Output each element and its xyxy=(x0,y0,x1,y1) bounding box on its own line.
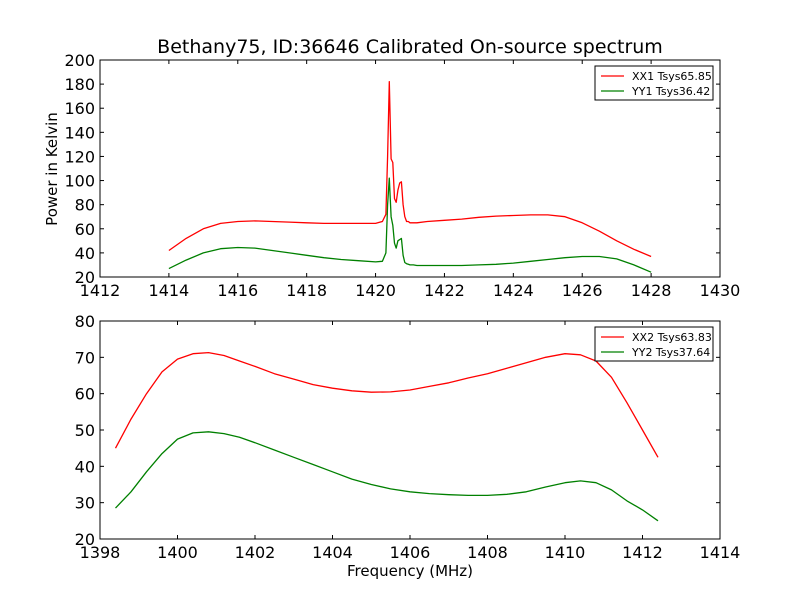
top-x-tick-label: 1430 xyxy=(700,281,741,300)
top-x-tick-label: 1420 xyxy=(355,281,396,300)
top-y-tick-label: 40 xyxy=(75,244,95,263)
top-y-tick-label: 140 xyxy=(64,123,95,142)
top-y-tick-label: 100 xyxy=(64,172,95,191)
top-x-tick-label: 1428 xyxy=(631,281,672,300)
top-x-tick-label: 1426 xyxy=(562,281,603,300)
bottom-legend-label: YY2 Tsys37.64 xyxy=(631,346,710,359)
bottom-y-tick-label: 30 xyxy=(75,494,95,513)
top-y-tick-label: 200 xyxy=(64,51,95,70)
top-x-tick-label: 1418 xyxy=(286,281,327,300)
top-series-line-2 xyxy=(168,177,652,273)
top-y-tick-label: 120 xyxy=(64,147,95,166)
x-axis-label: Frequency (MHz) xyxy=(347,562,473,580)
top-y-tick-label: 20 xyxy=(75,268,95,287)
bottom-legend: XX2 Tsys63.83 YY2 Tsys37.64 xyxy=(594,326,714,362)
bottom-y-tick-label: 70 xyxy=(75,348,95,367)
bottom-x-tick-label: 1402 xyxy=(235,543,276,562)
top-y-tick-label: 60 xyxy=(75,220,95,239)
bottom-y-tick-label: 50 xyxy=(75,421,95,440)
top-x-tick-label: 1412 xyxy=(80,281,121,300)
bottom-y-tick-label: 80 xyxy=(75,312,95,331)
top-subplot: 1412 1414 1416 1418 1420 1422 1424 1426 1428 1430… xyxy=(64,51,740,300)
bottom-x-tick-label: 1400 xyxy=(157,543,198,562)
bottom-x-tick-label: 1410 xyxy=(545,543,586,562)
top-x-tick-label: 1422 xyxy=(424,281,465,300)
bottom-legend-box xyxy=(594,326,714,362)
bottom-x-tick-label: 1408 xyxy=(467,543,508,562)
bottom-x-tick-label: 1412 xyxy=(622,543,663,562)
top-x-tick-label: 1414 xyxy=(149,281,190,300)
top-series-line-1 xyxy=(168,81,652,258)
top-y-tick-label: 180 xyxy=(64,75,95,94)
bottom-y-tick-label: 20 xyxy=(75,530,95,549)
top-x-tick-label: 1424 xyxy=(493,281,534,300)
chart-title: Bethany75, ID:36646 Calibrated On-source… xyxy=(157,36,663,58)
top-y-tick-label: 160 xyxy=(64,99,95,118)
bottom-x-tick-label: 1414 xyxy=(700,543,741,562)
top-y-tick-label: 80 xyxy=(75,196,95,215)
top-legend: XX1 Tsys65.85 YY1 Tsys36.42 xyxy=(594,65,714,101)
bottom-legend-label: XX2 Tsys63.83 xyxy=(632,331,712,344)
top-legend-label: XX1 Tsys65.85 xyxy=(632,70,712,83)
bottom-subplot: 1398 1400 1402 1404 1406 1408 1410 1412 1414 20 30… xyxy=(75,312,741,562)
bottom-x-tick-label: 1398 xyxy=(80,543,121,562)
y-axis-label: Power in Kelvin xyxy=(43,112,61,226)
top-legend-box xyxy=(594,65,714,101)
bottom-y-tick-label: 40 xyxy=(75,457,95,476)
bottom-series-line-2 xyxy=(115,431,659,522)
top-legend-label: YY1 Tsys36.42 xyxy=(631,85,710,98)
bottom-series-line-1 xyxy=(114,351,659,458)
bottom-x-tick-label: 1406 xyxy=(390,543,431,562)
top-x-tick-label: 1416 xyxy=(217,281,258,300)
bottom-y-tick-label: 60 xyxy=(75,385,95,404)
bottom-x-tick-label: 1404 xyxy=(312,543,353,562)
